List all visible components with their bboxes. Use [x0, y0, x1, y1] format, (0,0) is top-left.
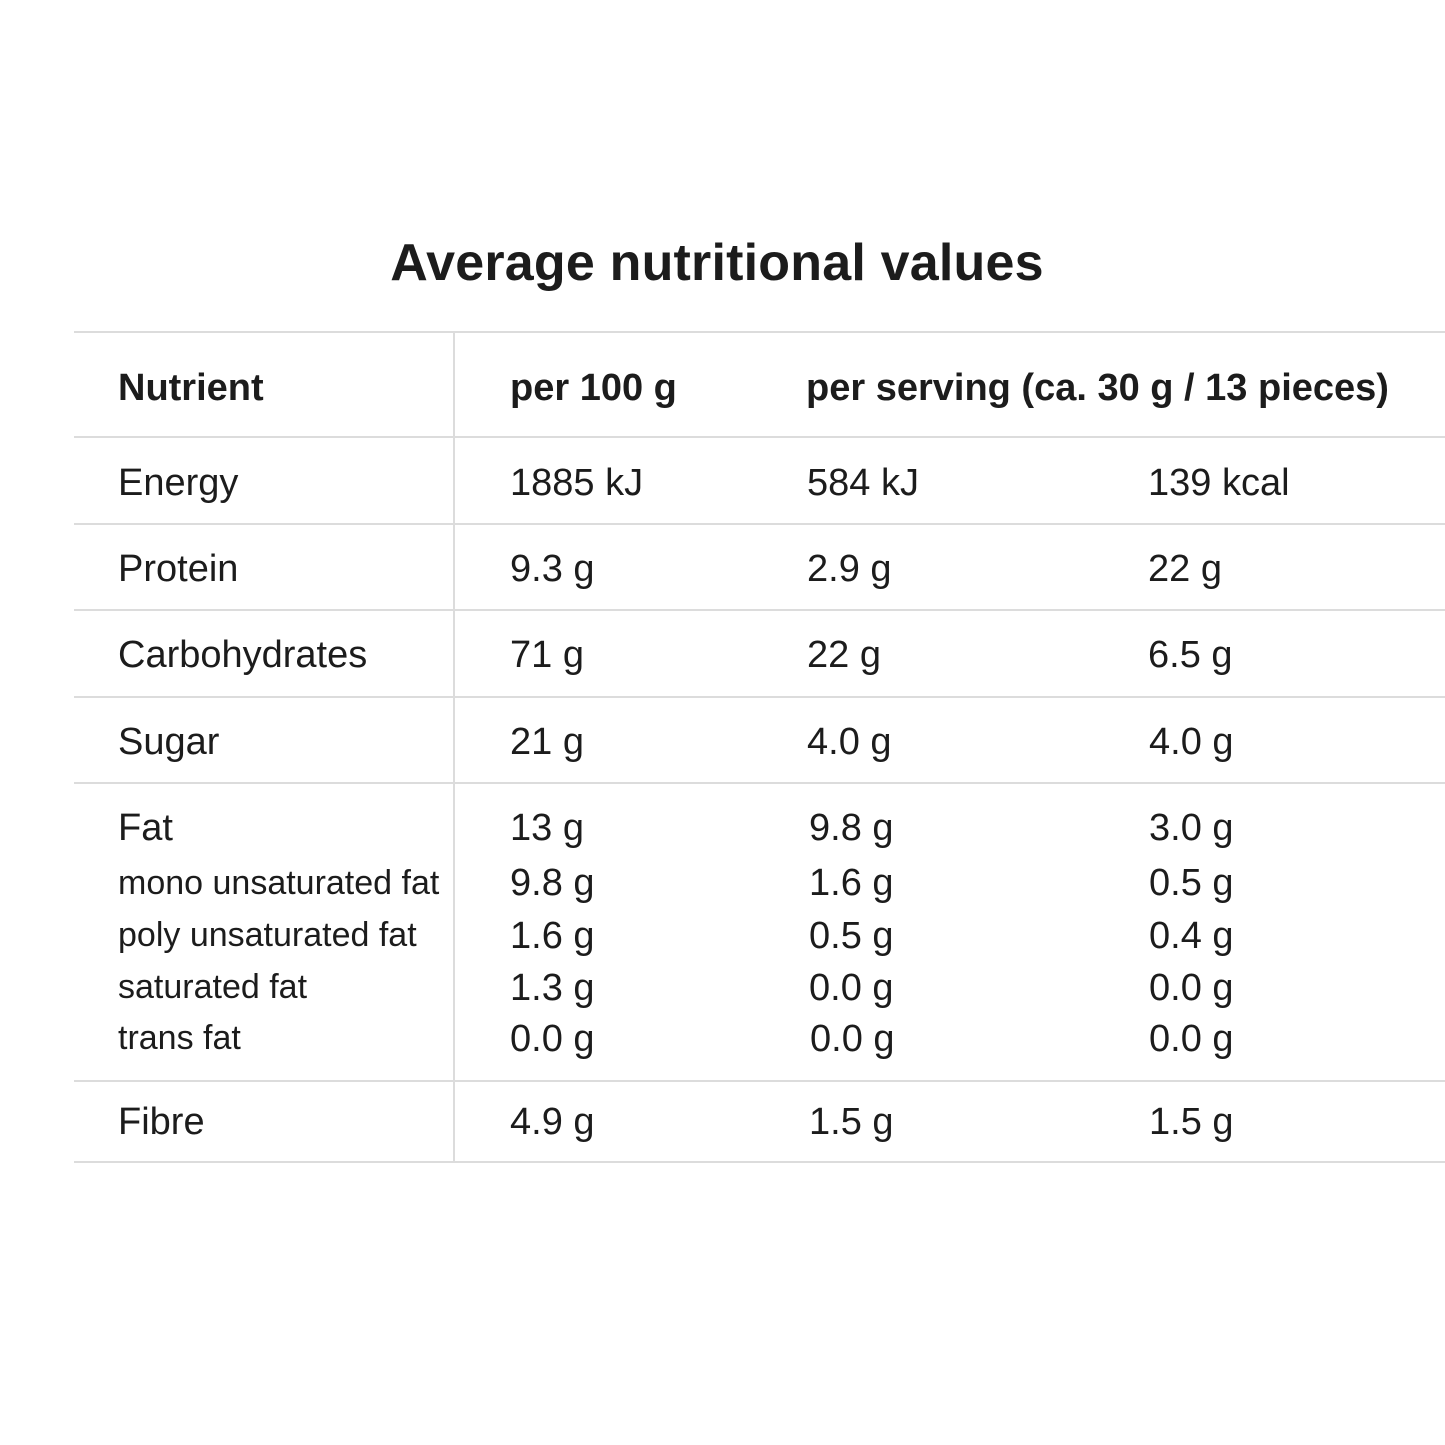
- row-fibre-serving: 1.5 g: [809, 1101, 894, 1143]
- table-column-divider: [453, 331, 455, 1163]
- row-energy-name: Energy: [118, 462, 239, 504]
- row-fibre-per100: 4.9 g: [510, 1101, 595, 1143]
- row-mono-fat-extra: 0.5 g: [1149, 862, 1234, 904]
- header-per-serving: per serving (ca. 30 g / 13 pieces): [806, 367, 1389, 409]
- row-fibre-name: Fibre: [118, 1101, 205, 1143]
- table-rule-sugar: [74, 782, 1445, 784]
- table-rule-bottom: [74, 1161, 1445, 1163]
- row-energy-serving: 584 kJ: [807, 462, 919, 504]
- row-carbohydrates-extra: 6.5 g: [1148, 634, 1233, 676]
- row-poly-fat-extra: 0.4 g: [1149, 915, 1234, 957]
- row-poly-fat-per100: 1.6 g: [510, 915, 595, 957]
- table-rule-carbohydrates: [74, 696, 1445, 698]
- row-fat-serving: 9.8 g: [809, 807, 894, 849]
- table-rule-fat: [74, 1080, 1445, 1082]
- row-sugar-name: Sugar: [118, 721, 220, 763]
- row-protein-name: Protein: [118, 548, 239, 590]
- row-mono-fat-per100: 9.8 g: [510, 862, 595, 904]
- row-protein-per100: 9.3 g: [510, 548, 595, 590]
- row-sugar-extra: 4.0 g: [1149, 721, 1234, 763]
- row-fibre-extra: 1.5 g: [1149, 1101, 1234, 1143]
- table-rule-protein: [74, 609, 1445, 611]
- row-fat-per100: 13 g: [510, 807, 584, 849]
- header-nutrient: Nutrient: [118, 367, 264, 409]
- row-carbohydrates-per100: 71 g: [510, 634, 584, 676]
- row-carbohydrates-serving: 22 g: [807, 634, 881, 676]
- row-poly-fat-serving: 0.5 g: [809, 915, 894, 957]
- row-trans-fat-serving: 0.0 g: [810, 1018, 895, 1060]
- row-trans-fat-per100: 0.0 g: [510, 1018, 595, 1060]
- table-rule-energy: [74, 523, 1445, 525]
- page-title: Average nutritional values: [390, 234, 1044, 292]
- row-protein-serving: 2.9 g: [807, 548, 892, 590]
- row-fat-extra: 3.0 g: [1149, 807, 1234, 849]
- header-per-100g: per 100 g: [510, 367, 677, 409]
- row-trans-fat-extra: 0.0 g: [1149, 1018, 1234, 1060]
- row-saturated-fat-name: saturated fat: [118, 968, 308, 1006]
- row-saturated-fat-serving: 0.0 g: [809, 967, 894, 1009]
- table-rule-header: [74, 436, 1445, 438]
- row-sugar-per100: 21 g: [510, 721, 584, 763]
- row-mono-fat-name: mono unsaturated fat: [118, 864, 440, 902]
- row-mono-fat-serving: 1.6 g: [809, 862, 894, 904]
- nutrition-table: Nutrient per 100 g per serving (ca. 30 g…: [74, 331, 1445, 1163]
- row-energy-extra: 139 kcal: [1148, 462, 1290, 504]
- row-fat-name: Fat: [118, 807, 173, 849]
- row-saturated-fat-extra: 0.0 g: [1149, 967, 1234, 1009]
- row-saturated-fat-per100: 1.3 g: [510, 967, 595, 1009]
- row-poly-fat-name: poly unsaturated fat: [118, 916, 417, 954]
- row-protein-extra: 22 g: [1148, 548, 1222, 590]
- row-trans-fat-name: trans fat: [118, 1019, 241, 1057]
- row-sugar-serving: 4.0 g: [807, 721, 892, 763]
- table-rule-top: [74, 331, 1445, 333]
- row-energy-per100: 1885 kJ: [510, 462, 644, 504]
- row-carbohydrates-name: Carbohydrates: [118, 634, 368, 676]
